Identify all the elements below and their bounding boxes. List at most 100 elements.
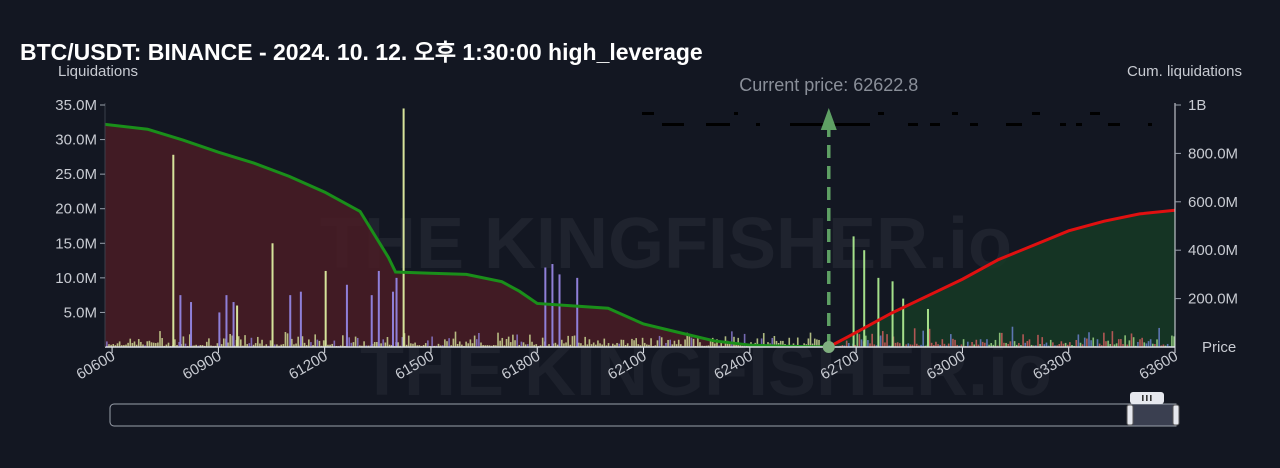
liquidation-bar bbox=[384, 342, 387, 347]
range-slider-handle-right[interactable] bbox=[1172, 404, 1180, 426]
liquidation-bar bbox=[654, 345, 657, 347]
liquidation-bar bbox=[556, 344, 559, 347]
liquidation-bar bbox=[688, 335, 691, 347]
liquidation-bar bbox=[1013, 341, 1016, 347]
liquidation-bar bbox=[110, 344, 112, 347]
liquidation-bar bbox=[1124, 335, 1126, 347]
liquidation-bar bbox=[1132, 337, 1135, 347]
liquidation-bar bbox=[1039, 344, 1041, 347]
y-tick-label: 35.0M bbox=[55, 97, 97, 114]
liquidation-bar bbox=[1066, 344, 1069, 347]
liquidation-bar bbox=[584, 336, 586, 347]
liquidation-bar bbox=[380, 343, 382, 347]
liquidation-bar bbox=[1128, 340, 1131, 347]
range-slider-window[interactable] bbox=[1129, 403, 1177, 427]
liquidation-bar bbox=[461, 344, 463, 347]
liquidation-bar bbox=[405, 344, 408, 347]
liquidation-bar bbox=[1109, 344, 1112, 347]
liquidation-bar bbox=[930, 342, 933, 347]
liquidation-bar bbox=[116, 343, 119, 347]
liquidation-bar bbox=[1035, 345, 1037, 347]
liquidation-bar bbox=[106, 341, 108, 347]
liquidation-bar bbox=[877, 277, 880, 347]
liquidation-bar bbox=[114, 345, 117, 347]
liquidation-bar bbox=[539, 345, 542, 347]
range-slider[interactable] bbox=[109, 392, 1180, 427]
liquidation-bar bbox=[1030, 344, 1033, 347]
liquidation-bar bbox=[699, 342, 701, 347]
liquidation-bar bbox=[439, 345, 442, 347]
liquidation-bar bbox=[592, 342, 595, 347]
liquidation-bar bbox=[331, 343, 334, 347]
liquidation-bar bbox=[418, 345, 421, 347]
liquidation-bar bbox=[1020, 345, 1022, 347]
dotted-overlay bbox=[642, 112, 1152, 126]
liquidation-bar bbox=[962, 339, 965, 347]
liquidation-bar bbox=[516, 334, 518, 347]
liquidation-bar bbox=[1117, 339, 1120, 347]
long-cum-line bbox=[828, 208, 1175, 347]
liquidation-bar bbox=[369, 345, 372, 347]
y2-tick-label: 600.0M bbox=[1188, 194, 1238, 211]
liquidation-bar bbox=[322, 340, 325, 347]
liquidation-bar bbox=[973, 344, 976, 347]
liquidation-bar bbox=[544, 267, 547, 347]
liquidation-bar bbox=[922, 330, 924, 347]
liquidation-bar bbox=[345, 284, 348, 347]
liquidation-bar bbox=[220, 344, 223, 347]
liquidation-bar bbox=[492, 345, 495, 347]
liquidation-bar bbox=[412, 343, 414, 347]
liquidation-bar bbox=[933, 344, 935, 347]
liquidation-bar bbox=[582, 345, 584, 347]
liquidation-bar bbox=[762, 333, 765, 347]
liquidation-bar bbox=[1139, 339, 1141, 347]
liquidation-bar bbox=[1151, 343, 1154, 347]
liquidation-bar bbox=[299, 291, 302, 347]
liquidation-bar bbox=[1007, 343, 1010, 347]
liquidation-bar bbox=[390, 345, 393, 347]
liquidation-bar bbox=[144, 345, 146, 347]
liquidation-bar bbox=[271, 243, 274, 347]
liquidation-bar bbox=[424, 343, 427, 347]
liquidation-bar bbox=[524, 344, 527, 347]
liquidation-bar bbox=[716, 339, 718, 347]
liquidation-bar bbox=[1096, 339, 1099, 347]
liquidation-bar bbox=[635, 338, 637, 347]
liquidation-bar bbox=[1166, 343, 1169, 347]
liquidation-bar bbox=[256, 336, 259, 347]
liquidation-bar bbox=[884, 342, 886, 347]
liquidation-bar bbox=[541, 337, 544, 347]
liquidation-bar bbox=[342, 335, 344, 347]
arrow-up-icon bbox=[820, 108, 837, 130]
liquidation-bar bbox=[1043, 344, 1046, 347]
liquidation-bar bbox=[605, 345, 608, 347]
liquidation-bar bbox=[142, 344, 144, 347]
y-tick-label: 25.0M bbox=[55, 166, 97, 183]
liquidation-bar bbox=[475, 339, 478, 347]
liquidation-bar bbox=[943, 343, 946, 347]
liquidation-bar bbox=[456, 344, 459, 347]
chart-title: BTC/USDT: BINANCE - 2024. 10. 12. 오후 1:3… bbox=[20, 39, 703, 65]
liquidation-bar bbox=[626, 343, 629, 347]
liquidation-bar bbox=[554, 342, 557, 347]
liquidation-bar bbox=[852, 236, 855, 347]
liquidation-bar bbox=[246, 344, 248, 347]
range-slider-handle-left[interactable] bbox=[1126, 404, 1134, 426]
liquidation-bar bbox=[637, 344, 640, 347]
dash-mark bbox=[1148, 123, 1152, 126]
liquidation-bar bbox=[886, 334, 888, 347]
liquidation-bar bbox=[354, 336, 357, 347]
liquidation-bar bbox=[1071, 345, 1073, 347]
liquidation-bar bbox=[482, 345, 484, 347]
liquidation-bar bbox=[646, 344, 648, 347]
liquidation-bar bbox=[216, 343, 219, 347]
liquidation-bar bbox=[954, 339, 956, 347]
liquidation-bar bbox=[586, 344, 589, 347]
liquidation-bar bbox=[669, 339, 672, 347]
liquidation-bar bbox=[1130, 333, 1133, 347]
liquidation-bar bbox=[981, 341, 984, 347]
liquidation-bar bbox=[318, 340, 321, 347]
liquidation-bar bbox=[499, 340, 501, 347]
liquidation-bar bbox=[280, 344, 282, 347]
